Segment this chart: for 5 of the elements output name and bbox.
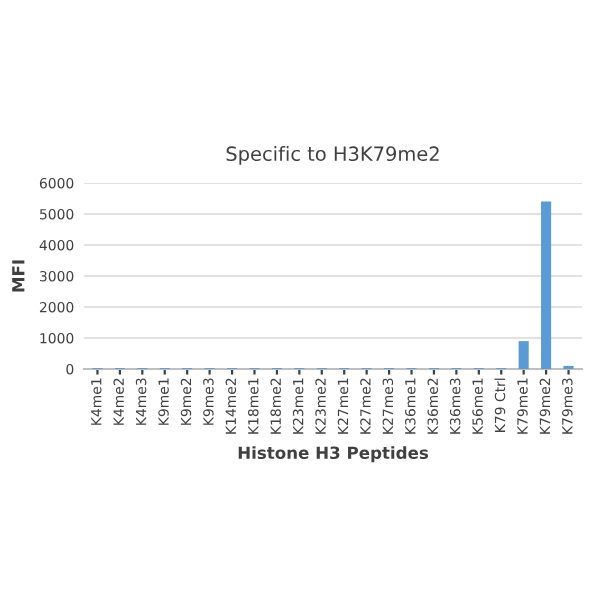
y-axis-title: MFI (12, 260, 25, 292)
bar (541, 201, 552, 369)
chart-title: Specific to H3K79me2 (226, 146, 439, 165)
x-axis-title: Histone H3 Peptides (238, 446, 429, 463)
bar (518, 341, 529, 369)
